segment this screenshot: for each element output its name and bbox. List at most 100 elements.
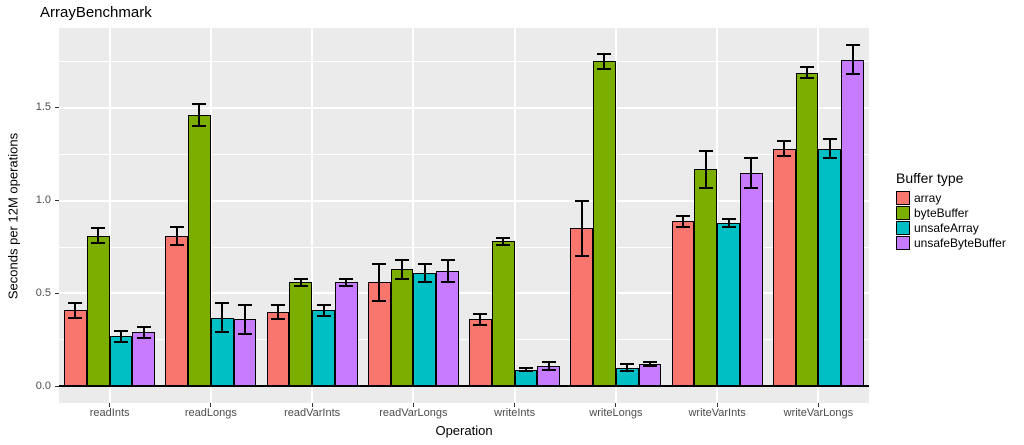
x-tick-mark — [210, 403, 212, 407]
error-bar-cap-top — [339, 277, 354, 280]
y-tick-label: 0.0 — [35, 379, 51, 392]
x-axis-line — [59, 385, 869, 388]
error-bar-line — [750, 157, 753, 188]
bar-unsafeByteBuffer-readVarInts — [334, 282, 358, 387]
legend-title: Buffer type — [896, 170, 964, 186]
gridline-vertical — [614, 28, 617, 403]
y-tick-mark — [55, 385, 59, 387]
error-bar-line — [142, 326, 145, 338]
legend-item-array: array — [896, 190, 1006, 205]
bar-unsafeByteBuffer-readVarLongs — [436, 271, 459, 387]
error-bar-cap-top — [675, 214, 690, 217]
error-bar-cap-bottom — [215, 331, 230, 334]
error-bar-cap-top — [417, 262, 432, 265]
error-bar-cap-bottom — [799, 77, 814, 80]
error-bar-line — [175, 226, 178, 246]
error-bar-cap-bottom — [394, 277, 409, 280]
error-bar-line — [423, 263, 426, 283]
error-bar-cap-top — [91, 227, 106, 230]
error-bar-cap-bottom — [169, 244, 184, 247]
error-bar-cap-top — [372, 262, 387, 265]
bar-unsafeByteBuffer-writeLongs — [638, 364, 662, 387]
gridline-minor — [59, 246, 869, 248]
bar-byteBuffer-writeVarInts — [694, 169, 718, 387]
error-bar-cap-top — [192, 103, 207, 106]
x-axis-title: Operation — [435, 423, 493, 438]
legend-key-swatch — [896, 190, 910, 205]
bar-unsafeByteBuffer-readInts — [132, 332, 156, 387]
y-tick-label: 1.5 — [35, 101, 51, 114]
error-bar-cap-top — [597, 52, 612, 55]
legend-key-swatch — [896, 205, 910, 220]
bar-unsafeByteBuffer-writeVarInts — [739, 172, 763, 387]
chart-title: ArrayBenchmark — [40, 4, 152, 21]
gridline-vertical — [311, 28, 314, 403]
error-bar-cap-top — [316, 303, 331, 306]
error-bar-cap-top — [698, 149, 713, 152]
error-bar-cap-bottom — [417, 281, 432, 284]
legend: Buffer type array byteBuffer unsafeArray un… — [896, 170, 1006, 251]
y-tick-mark — [55, 107, 59, 109]
gridline-vertical — [209, 28, 212, 403]
bar-unsafeArray-writeVarLongs — [818, 148, 842, 387]
gridline-minor — [59, 153, 869, 155]
error-bar-cap-bottom — [845, 73, 860, 76]
error-bar-line — [221, 302, 224, 333]
error-bar-cap-top — [541, 361, 556, 364]
error-bar-cap-bottom — [698, 186, 713, 189]
error-bar-cap-bottom — [620, 370, 635, 373]
x-tick-mark — [514, 403, 516, 407]
x-tick-mark — [716, 403, 718, 407]
error-bar-cap-bottom — [496, 244, 511, 247]
error-bar-cap-bottom — [238, 333, 253, 336]
gridline-major — [59, 106, 869, 109]
x-tick-label-readVarLongs: readVarLongs — [379, 407, 448, 419]
error-bar-cap-top — [169, 225, 184, 228]
error-bar-cap-bottom — [473, 324, 488, 327]
x-tick-mark — [109, 403, 111, 407]
error-bar-cap-top — [238, 303, 253, 306]
error-bar-line — [479, 313, 482, 326]
error-bar-cap-top — [721, 218, 736, 221]
x-tick-label-writeLongs: writeLongs — [589, 407, 643, 419]
legend-key-swatch — [896, 220, 910, 235]
error-bar-line — [851, 44, 854, 75]
error-bar-cap-top — [519, 366, 534, 369]
gridline-vertical — [513, 28, 516, 403]
bar-byteBuffer-readVarInts — [289, 282, 313, 387]
bar-byteBuffer-writeVarLongs — [795, 72, 819, 387]
error-bar-line — [704, 150, 707, 188]
legend-item-label: unsafeByteBuffer — [914, 235, 1006, 250]
bar-array-readInts — [64, 310, 87, 387]
error-bar-line — [547, 362, 550, 370]
bar-byteBuffer-readVarLongs — [390, 269, 414, 387]
error-bar-cap-bottom — [293, 285, 308, 288]
error-bar-cap-top — [643, 361, 658, 364]
bar-array-writeVarLongs — [772, 148, 796, 387]
gridline-minor — [59, 339, 869, 341]
x-tick-mark — [412, 403, 414, 407]
error-bar-cap-top — [799, 65, 814, 68]
x-tick-label-writeInts: writeInts — [494, 407, 536, 419]
error-bar-cap-top — [114, 329, 129, 332]
error-bar-cap-bottom — [91, 242, 106, 245]
error-bar-cap-bottom — [68, 316, 83, 319]
error-bar-line — [400, 260, 403, 279]
legend-item-label: array — [914, 190, 942, 205]
error-bar-cap-bottom — [372, 299, 387, 302]
error-bar-line — [345, 278, 348, 287]
error-bar-cap-top — [136, 325, 151, 328]
error-bar-cap-top — [215, 301, 230, 304]
error-bar-line — [276, 304, 279, 320]
gridline-major — [59, 199, 869, 202]
legend-item-label: byteBuffer — [914, 205, 969, 220]
error-bar-line — [299, 278, 302, 287]
error-bar-line — [502, 237, 505, 246]
error-bar-cap-top — [845, 43, 860, 46]
error-bar-line — [97, 228, 100, 244]
error-bar-line — [603, 53, 606, 69]
x-tick-mark — [311, 403, 313, 407]
x-tick-label-writeVarLongs: writeVarLongs — [783, 407, 854, 419]
x-tick-label-readLongs: readLongs — [184, 407, 237, 419]
